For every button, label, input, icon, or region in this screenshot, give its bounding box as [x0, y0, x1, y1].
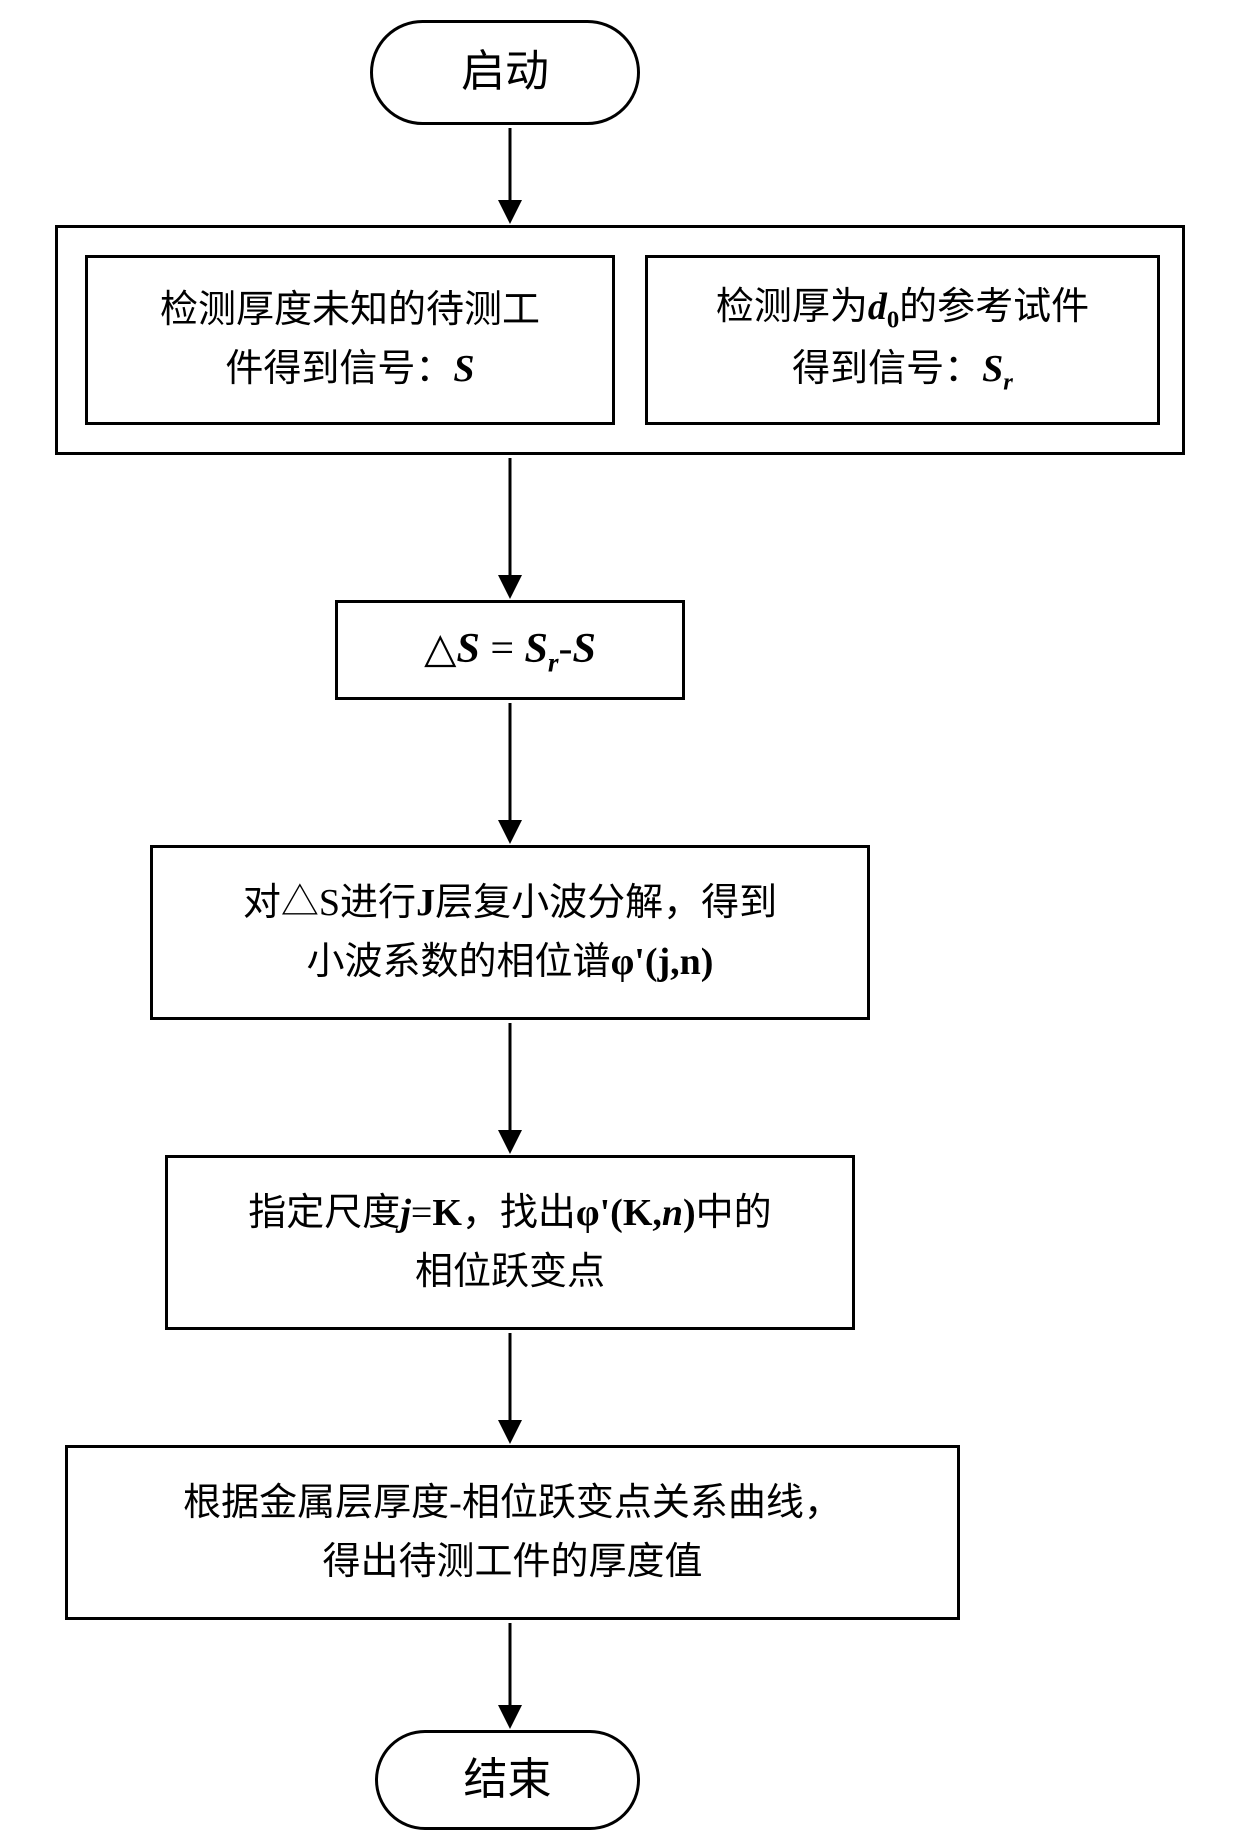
flowchart-node-result: 根据金属层厚度-相位跃变点关系曲线，得出待测工件的厚度值 — [65, 1445, 960, 1620]
flowchart-node-dual_right: 检测厚为d0的参考试件得到信号：Sr — [645, 255, 1160, 425]
flowchart-node-scale: 指定尺度j=K，找出φ'(K,n)中的相位跃变点 — [165, 1155, 855, 1330]
flowchart-node-dual_left: 检测厚度未知的待测工件得到信号：S — [85, 255, 615, 425]
flowchart-canvas: 启动检测厚度未知的待测工件得到信号：S检测厚为d0的参考试件得到信号：Sr △S … — [0, 0, 1237, 1847]
flowchart-node-delta: △S = Sr-S — [335, 600, 685, 700]
flowchart-node-wavelet: 对△S进行J层复小波分解，得到小波系数的相位谱φ'(j,n) — [150, 845, 870, 1020]
flowchart-node-end: 结束 — [375, 1730, 640, 1830]
flowchart-node-start: 启动 — [370, 20, 640, 125]
